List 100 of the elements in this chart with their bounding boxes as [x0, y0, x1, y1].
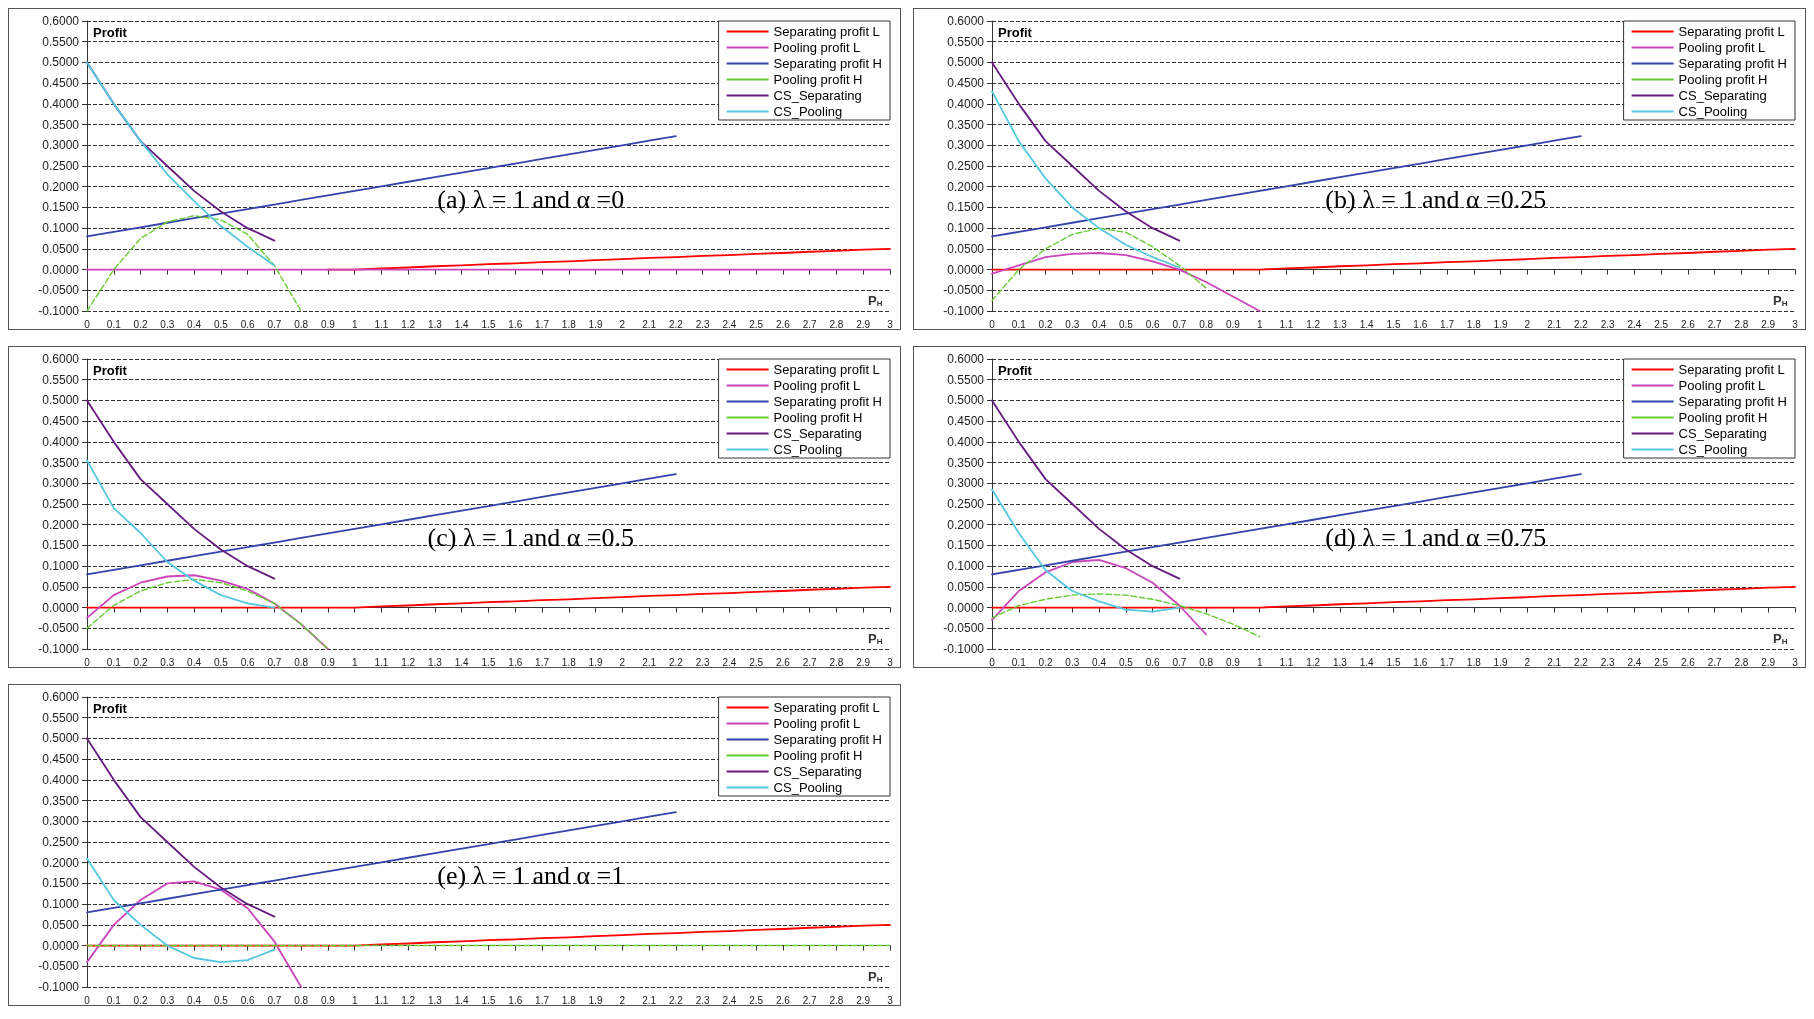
line-series — [86, 880, 303, 988]
x-tick-label: 2.4 — [722, 318, 737, 330]
x-tick-label: 1.7 — [535, 318, 550, 330]
x-tick-label: 2.2 — [668, 318, 684, 330]
line-series — [991, 488, 1181, 613]
x-tick-label: 2.5 — [749, 994, 764, 1006]
line-series — [86, 857, 276, 964]
x-tick-label: 0.7 — [267, 656, 282, 668]
x-tick-label: 1.8 — [1466, 656, 1482, 668]
y-tick-label: 0.4000 — [42, 96, 80, 111]
x-tick-label: 3 — [887, 994, 894, 1006]
x-tick-label: 0.1 — [106, 994, 122, 1006]
y-tick-label: 0.2000 — [947, 517, 985, 532]
y-tick-label: 0.1500 — [42, 538, 80, 553]
x-tick-label: 1.9 — [588, 318, 603, 330]
y-tick-label: 0.2000 — [947, 179, 985, 194]
line-series — [86, 399, 276, 580]
line-series — [991, 473, 1582, 576]
x-tick-label: 0.4 — [1092, 656, 1107, 668]
x-tick-label: 1.9 — [1493, 318, 1508, 330]
text: (d) λ = 1 and α =0.75 — [1325, 523, 1547, 553]
y-tick-label: 0.2500 — [42, 835, 80, 849]
x-tick-label: 1.1 — [1279, 318, 1294, 330]
x-tick-label: 2.7 — [802, 656, 818, 668]
x-tick-label: 0.1 — [1011, 656, 1027, 668]
y-tick-label: 0.2000 — [42, 179, 80, 194]
x-tick-label: 0.5 — [1118, 656, 1134, 668]
y-tick-label: 0.6000 — [947, 352, 985, 366]
legend-label: Separating profit L — [773, 700, 880, 715]
line-series — [86, 737, 276, 918]
x-tick-label: 2 — [619, 994, 626, 1006]
x-tick-label: 0.1 — [106, 656, 122, 668]
line-series — [86, 459, 276, 609]
y-axis-title: Profit — [93, 363, 128, 378]
x-tick-label: 2.1 — [642, 318, 657, 330]
legend-label: Pooling profit L — [773, 716, 861, 731]
x-tick-label: 0.5 — [1118, 318, 1134, 330]
line-series — [991, 135, 1582, 238]
x-tick-label: 1.4 — [454, 656, 470, 668]
x-tick-label: 0.3 — [1065, 656, 1080, 668]
x-tick-label: 0.7 — [1172, 656, 1187, 668]
x-tick-label: 1.6 — [508, 994, 523, 1006]
y-axis-title: Profit — [998, 25, 1033, 40]
y-tick-label: 0.1500 — [947, 200, 985, 215]
x-tick-label: 0.8 — [294, 656, 309, 668]
y-tick-label: 0.1000 — [42, 897, 80, 912]
y-tick-label: 0.0500 — [42, 579, 80, 594]
x-tick-label: 0.2 — [1038, 656, 1053, 668]
x-tick-label: 0.5 — [213, 318, 229, 330]
y-tick-label: 0.3000 — [42, 814, 80, 829]
x-tick-label: 1.6 — [1413, 318, 1428, 330]
legend-label: CS_Pooling — [773, 442, 843, 457]
y-tick-label: 0.4000 — [42, 434, 80, 449]
x-tick-label: 2.4 — [722, 994, 737, 1006]
x-tick-label: 1.3 — [428, 994, 443, 1006]
y-tick-label: 0.1000 — [947, 221, 985, 236]
legend-label: Separating profit H — [773, 56, 883, 71]
legend-label: Pooling profit L — [773, 40, 861, 55]
x-tick-label: 2 — [1524, 656, 1531, 668]
text: (c) λ = 1 and α =0.5 — [427, 523, 635, 553]
line-series — [991, 559, 1208, 636]
line-series — [991, 593, 1261, 638]
y-tick-label: 0.3500 — [947, 455, 985, 470]
x-tick-label: 1.6 — [508, 656, 523, 668]
x-tick-label: 2.2 — [1573, 318, 1589, 330]
y-tick-label: 0.6000 — [42, 352, 80, 366]
y-tick-label: 0.3500 — [42, 117, 80, 132]
legend-label: Separating profit H — [773, 732, 883, 747]
x-tick-label: 0.8 — [1199, 318, 1214, 330]
y-tick-label: 0.3000 — [42, 476, 80, 491]
x-tick-label: 1.1 — [374, 994, 389, 1006]
x-tick-label: 0.9 — [320, 994, 336, 1006]
x-tick-label: 0.3 — [160, 656, 175, 668]
x-tick-label: 2.9 — [856, 994, 871, 1006]
x-tick-label: 2.7 — [1707, 318, 1723, 330]
x-tick-label: 2.2 — [668, 656, 684, 668]
y-tick-label: 0.3500 — [947, 117, 985, 132]
x-tick-label: 1.3 — [428, 656, 443, 668]
x-tick-label: 2.6 — [1680, 656, 1696, 668]
x-tick-label: 0.5 — [213, 656, 229, 668]
x-tick-label: 1.6 — [508, 318, 523, 330]
x-tick-label: 2.8 — [829, 656, 844, 668]
y-tick-label: -0.1000 — [38, 980, 80, 994]
x-tick-label: 0 — [989, 318, 996, 330]
legend-label: Separating profit L — [773, 24, 880, 39]
legend-label: Pooling profit L — [773, 378, 861, 393]
y-tick-label: 0.6000 — [947, 14, 985, 28]
x-tick-label: 1.9 — [588, 994, 603, 1006]
y-tick-label: 0.5500 — [42, 710, 80, 725]
x-tick-label: 0.6 — [240, 318, 255, 330]
y-tick-label: 0.4500 — [42, 752, 80, 767]
x-tick-label: 2.5 — [1654, 656, 1669, 668]
x-tick-label: 1.7 — [1440, 318, 1455, 330]
x-tick-label: 1.9 — [588, 656, 603, 668]
x-tick-label: 2.4 — [1627, 656, 1642, 668]
y-tick-label: 0.2000 — [42, 517, 80, 532]
y-tick-label: 0.0500 — [947, 579, 985, 594]
x-tick-label: 1.8 — [561, 656, 577, 668]
x-tick-label: 3 — [887, 656, 894, 668]
y-tick-label: 0.1500 — [42, 200, 80, 215]
